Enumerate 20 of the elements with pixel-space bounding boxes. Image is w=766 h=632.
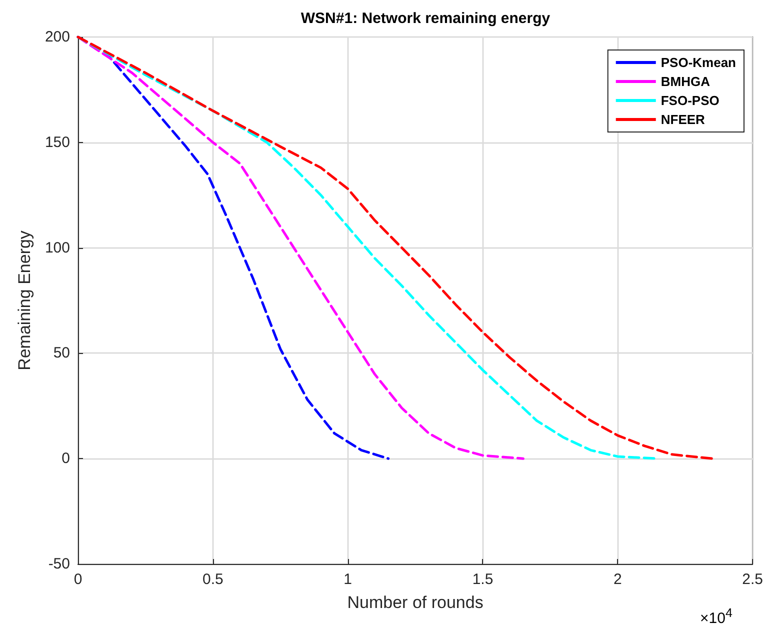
y-tick-label: -50 [48,556,70,572]
x-tick-label: 0.5 [202,571,224,588]
y-tick-label: 200 [44,28,70,46]
x-tick-label: 2.5 [742,571,764,588]
x-tick-label: 1.5 [472,571,494,588]
x-axis-title: Number of rounds [347,593,484,612]
y-axis-title: Remaining Energy [15,230,34,370]
legend-label: FSO-PSO [660,93,720,108]
text: ×10$^{4}$ [700,606,732,627]
y-tick-label: 150 [44,134,70,151]
legend-label: NFEER [660,112,706,127]
x-tick-label: 2 [613,571,622,588]
legend-label: BMHGA [660,74,711,89]
y-tick-label: 0 [62,450,70,468]
y-tick-label: 100 [44,239,70,256]
chart-title: WSN#1: Network remaining energy [300,10,551,27]
legend-label: PSO-Kmean [660,55,736,70]
y-tick-label: 50 [53,344,70,362]
x-tick-label: 0 [74,571,82,588]
x-tick-label: 1 [344,571,352,588]
